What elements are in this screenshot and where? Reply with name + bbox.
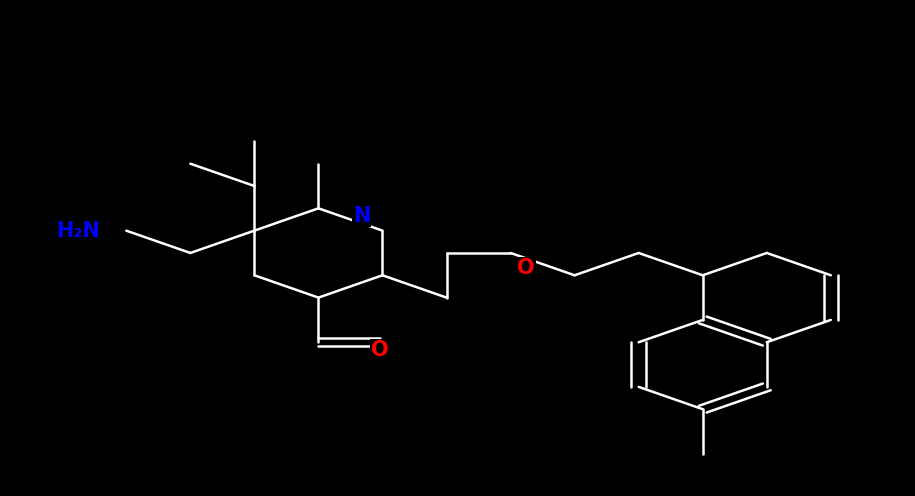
Text: H₂N: H₂N: [56, 221, 100, 241]
Text: O: O: [517, 258, 535, 278]
Text: N: N: [353, 206, 370, 226]
Text: O: O: [371, 340, 389, 360]
